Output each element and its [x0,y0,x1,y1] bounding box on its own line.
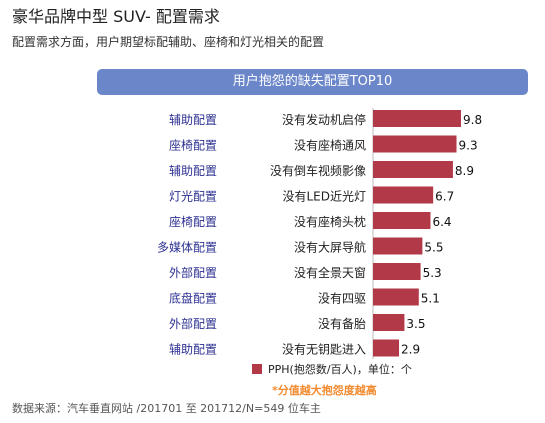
page-subtitle: 配置需求方面，用户期望标配辅助、座椅和灯光相关的配置 [12,35,325,49]
bar-value-label: 3.5 [406,317,425,331]
bar-category-label: 没有座椅头枕 [294,214,366,229]
bar [373,212,431,229]
bar-category-label: 没有座椅通风 [294,138,366,153]
bar [373,237,423,255]
bar [373,186,434,204]
bar-value-label: 6.7 [435,190,454,204]
bar-group-label: 座椅配置 [169,214,217,229]
bar-category-label: 没有发动机启停 [282,112,366,127]
chart-title-banner: 用户抱怨的缺失配置TOP10 [97,69,528,95]
bar-category-label: 没有备胎 [318,316,366,331]
data-source: 数据来源：汽车垂直网站 /201701 至 201712/N=549 位车主 [12,402,321,415]
legend-swatch [252,364,262,374]
bar-group-label: 底盘配置 [169,291,217,306]
bar-group-label: 外部配置 [169,265,217,280]
bar-group-label: 辅助配置 [169,343,217,357]
bar [373,135,457,153]
chart-legend: PPH(抱怨数/百人)，单位：个 [252,361,412,377]
page-title: 豪华品牌中型 SUV- 配置需求 [12,7,220,26]
bar-category-label: 没有四驱 [318,291,366,306]
bar-group-label: 灯光配置 [169,190,217,204]
bar-category-label: 没有倒车视频影像 [270,163,366,178]
bar [373,110,461,127]
legend-label: PPH(抱怨数/百人)，单位：个 [268,363,412,376]
bar-group-label: 辅助配置 [169,113,217,127]
bar-group-label: 辅助配置 [169,164,217,178]
bar-value-label: 6.4 [432,215,451,229]
chart-note: *分值越大抱怨度越高 [272,384,377,397]
bar [373,263,421,280]
bar-value-label: 5.5 [424,241,443,255]
bar-value-label: 5.3 [423,266,442,280]
bar [373,288,419,306]
bar [373,314,405,331]
bar-value-label: 9.8 [463,113,482,127]
bar [373,161,453,178]
bar-group-label: 座椅配置 [169,138,217,153]
bar-category-label: 没有无钥匙进入 [282,342,366,357]
bar-category-label: 没有大屏导航 [294,240,366,255]
bar-category-label: 没有LED近光灯 [282,189,366,204]
bar [373,339,400,357]
bar-value-label: 2.9 [401,343,420,357]
bar-value-label: 8.9 [455,164,474,178]
bar-value-label: 5.1 [421,292,440,306]
bar-category-label: 没有全景天窗 [294,265,366,280]
bar-group-label: 外部配置 [169,316,217,331]
bar-group-label: 多媒体配置 [157,241,217,255]
bar-value-label: 9.3 [459,139,478,153]
